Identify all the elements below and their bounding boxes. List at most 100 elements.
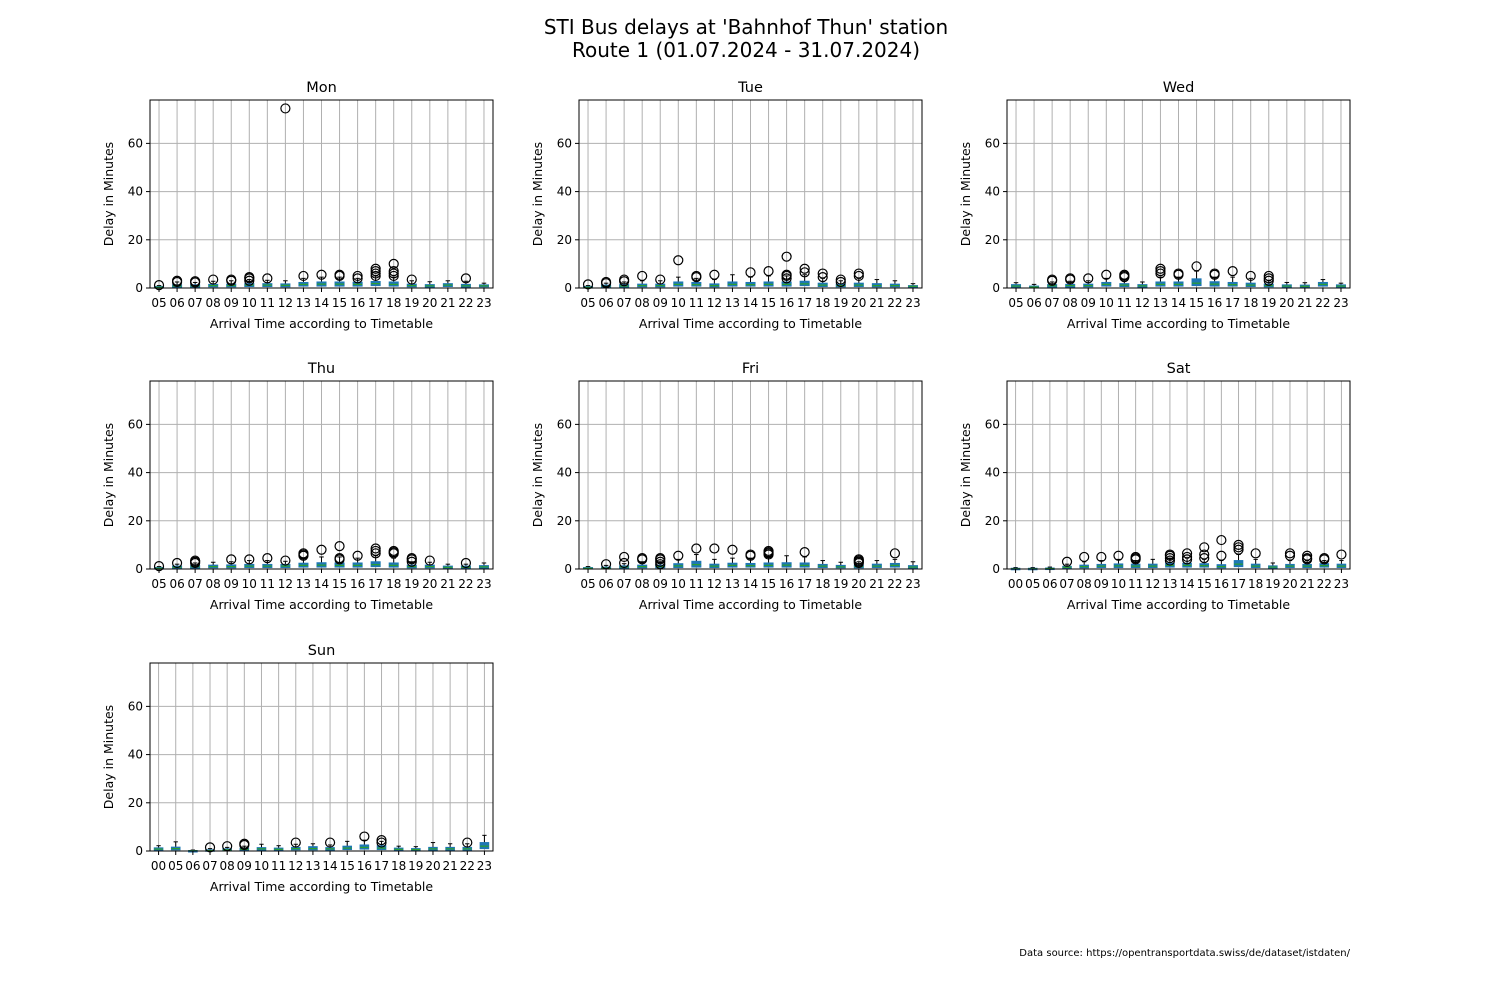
x-tick-label: 05 (580, 296, 595, 310)
x-tick-label: 16 (350, 577, 365, 591)
x-tick-label: 18 (391, 859, 406, 873)
x-tick-label: 15 (1197, 577, 1212, 591)
outlier-point (655, 556, 666, 567)
x-tick-label: 05 (168, 859, 183, 873)
x-tick-label: 05 (151, 296, 166, 310)
outlier-point (1199, 553, 1210, 564)
outlier-point (244, 554, 255, 565)
x-tick-label: 06 (169, 577, 184, 591)
x-tick-label: 19 (404, 577, 419, 591)
y-axis-label: Delay in Minutes (530, 142, 545, 246)
outlier-point (244, 272, 255, 283)
outlier-point (781, 273, 792, 284)
x-tick-label: 07 (187, 577, 202, 591)
y-tick-label: 60 (128, 699, 143, 713)
outlier-point (262, 273, 273, 284)
x-tick-label: 17 (797, 296, 812, 310)
outlier-point (1083, 273, 1094, 284)
x-tick-label: 07 (1044, 296, 1059, 310)
outlier-point (853, 270, 864, 282)
outlier-point (619, 551, 630, 563)
x-tick-label: 06 (185, 859, 200, 873)
y-tick-label: 40 (985, 185, 1000, 199)
x-tick-label: 16 (779, 296, 794, 310)
x-tick-label: 00 (1008, 577, 1023, 591)
outlier-point (406, 274, 417, 285)
outlier-point (1199, 542, 1210, 553)
subplot-title: Sun (308, 643, 336, 659)
x-tick-label: 22 (887, 577, 902, 591)
outlier-point (1302, 553, 1313, 564)
outlier-point (226, 274, 237, 285)
x-tick-label: 20 (851, 577, 866, 591)
x-tick-label: 11 (260, 577, 275, 591)
outlier-point (637, 553, 648, 564)
outlier-point (817, 272, 828, 283)
y-tick-label: 0 (992, 562, 1000, 576)
outlier-point (1216, 534, 1227, 546)
outlier-point (244, 275, 255, 286)
outlier-point (406, 556, 417, 567)
box (479, 842, 490, 850)
y-tick-label: 0 (135, 844, 143, 858)
y-tick-label: 60 (128, 417, 143, 431)
x-tick-label: 10 (1099, 296, 1114, 310)
outlier-point (835, 274, 846, 285)
x-tick-label: 18 (1248, 577, 1263, 591)
x-tick-label: 11 (271, 859, 286, 873)
x-tick-label: 13 (296, 577, 311, 591)
x-tick-label: 16 (357, 859, 372, 873)
x-tick-label: 08 (220, 859, 235, 873)
y-tick-label: 20 (128, 796, 143, 810)
x-tick-label: 12 (1145, 577, 1160, 591)
x-tick-label: 20 (1282, 577, 1297, 591)
outlier-point (262, 553, 273, 564)
x-tick-label: 12 (707, 577, 722, 591)
outlier-point (352, 270, 363, 282)
outlier-point (1113, 550, 1124, 561)
x-axis-label: Arrival Time according to Timetable (1067, 316, 1290, 331)
outlier-point (370, 268, 381, 279)
x-tick-label: 16 (1207, 296, 1222, 310)
y-tick-label: 40 (128, 466, 143, 480)
x-tick-label: 13 (725, 577, 740, 591)
outlier-point (334, 541, 345, 552)
outlier-point (298, 548, 309, 559)
outlier-point (745, 549, 756, 560)
x-tick-label: 09 (224, 577, 239, 591)
outlier-point (1336, 549, 1347, 560)
x-tick-label: 14 (1179, 577, 1194, 591)
outlier-point (1079, 551, 1090, 563)
outlier-point (1096, 551, 1107, 563)
outlier-point (889, 548, 901, 559)
outlier-point (239, 838, 250, 849)
x-tick-label: 23 (1333, 296, 1348, 310)
box (1233, 560, 1244, 568)
outlier-point (799, 547, 810, 558)
x-tick-label: 20 (422, 577, 437, 591)
x-tick-label: 14 (314, 577, 329, 591)
x-tick-label: 20 (422, 296, 437, 310)
outlier-point (763, 545, 774, 557)
x-tick-label: 08 (1063, 296, 1078, 310)
x-axis-label: Arrival Time according to Timetable (639, 597, 862, 612)
outlier-point (316, 269, 327, 280)
x-tick-label: 13 (1153, 296, 1168, 310)
x-tick-label: 11 (1128, 577, 1143, 591)
subplot-title: Wed (1163, 80, 1195, 96)
y-tick-label: 0 (992, 281, 1000, 295)
outlier-point (781, 251, 792, 262)
y-tick-label: 0 (135, 281, 143, 295)
outlier-point (370, 266, 381, 277)
outlier-point (190, 276, 201, 287)
outlier-point (208, 274, 219, 285)
outlier-point (1061, 556, 1073, 567)
figure-title-line2: Route 1 (01.07.2024 - 31.07.2024) (571, 38, 921, 62)
x-tick-label: 12 (707, 296, 722, 310)
outlier-point (388, 545, 399, 557)
x-tick-label: 21 (440, 577, 455, 591)
x-tick-label: 09 (653, 577, 668, 591)
outlier-point (370, 545, 381, 557)
